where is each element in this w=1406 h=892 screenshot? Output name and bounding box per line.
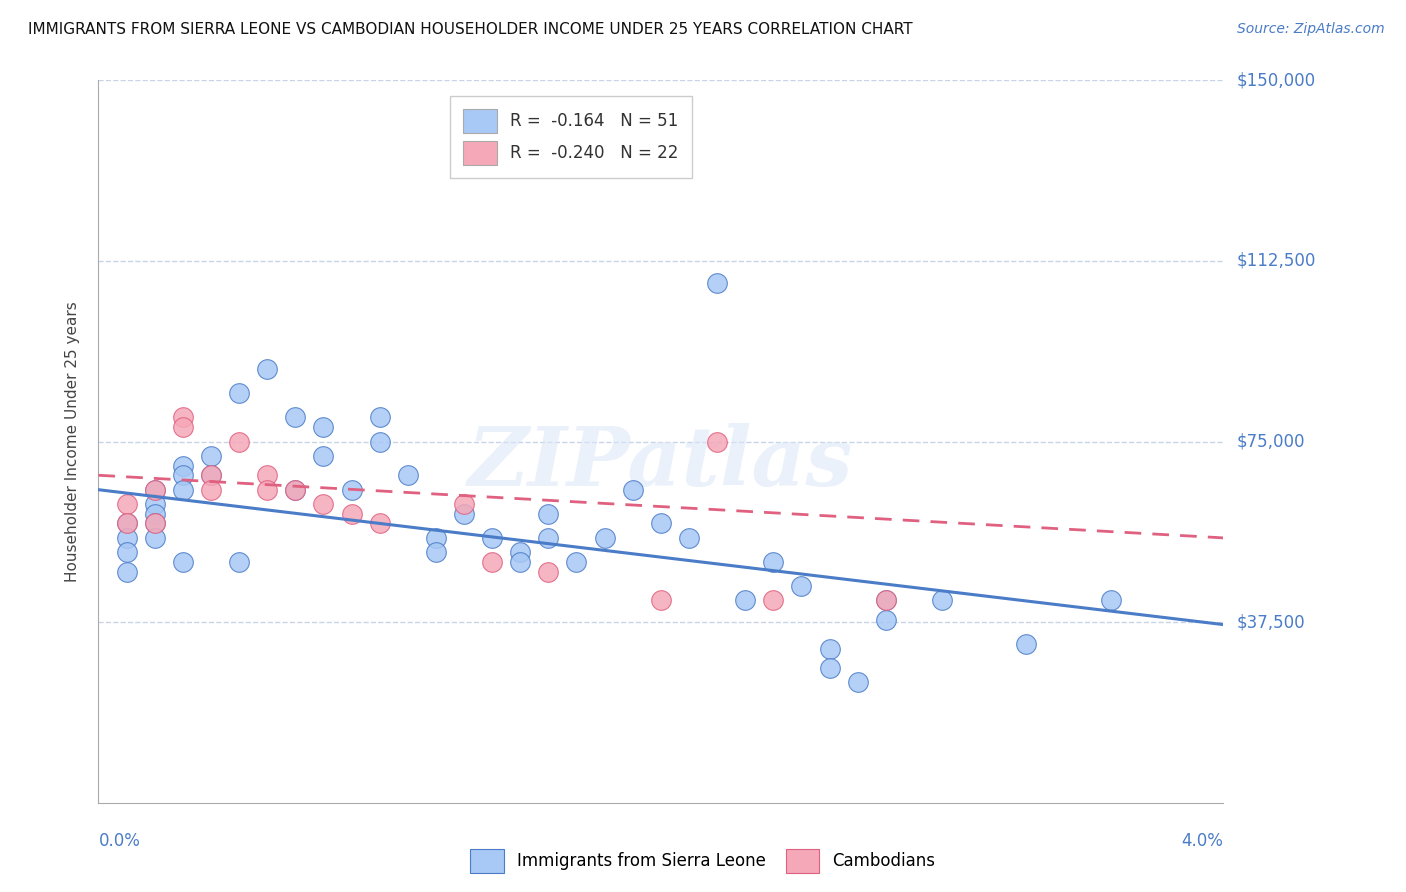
Point xyxy=(453,507,475,521)
Point xyxy=(593,531,616,545)
Point xyxy=(115,516,138,531)
Point xyxy=(115,545,138,559)
Point xyxy=(650,593,672,607)
Legend: Immigrants from Sierra Leone, Cambodians: Immigrants from Sierra Leone, Cambodians xyxy=(464,842,942,880)
Point xyxy=(172,420,194,434)
Point xyxy=(453,497,475,511)
Point xyxy=(115,565,138,579)
Point xyxy=(143,516,166,531)
Point xyxy=(143,483,166,497)
Point xyxy=(481,531,503,545)
Point xyxy=(368,434,391,449)
Point xyxy=(790,579,813,593)
Point xyxy=(425,545,447,559)
Text: $150,000: $150,000 xyxy=(1237,71,1316,89)
Point xyxy=(228,386,250,401)
Point xyxy=(312,497,335,511)
Point xyxy=(537,565,560,579)
Point xyxy=(172,555,194,569)
Point xyxy=(537,531,560,545)
Text: IMMIGRANTS FROM SIERRA LEONE VS CAMBODIAN HOUSEHOLDER INCOME UNDER 25 YEARS CORR: IMMIGRANTS FROM SIERRA LEONE VS CAMBODIA… xyxy=(28,22,912,37)
Point xyxy=(143,497,166,511)
Point xyxy=(509,545,531,559)
Point xyxy=(143,531,166,545)
Point xyxy=(284,483,307,497)
Point xyxy=(818,661,841,675)
Point xyxy=(172,458,194,473)
Point xyxy=(312,449,335,463)
Point xyxy=(115,497,138,511)
Text: $75,000: $75,000 xyxy=(1237,433,1306,450)
Point xyxy=(875,613,897,627)
Point xyxy=(425,531,447,545)
Point xyxy=(143,507,166,521)
Point xyxy=(481,555,503,569)
Point xyxy=(200,483,222,497)
Text: $112,500: $112,500 xyxy=(1237,252,1316,270)
Text: 4.0%: 4.0% xyxy=(1181,831,1223,850)
Point xyxy=(172,410,194,425)
Point xyxy=(396,468,419,483)
Y-axis label: Householder Income Under 25 years: Householder Income Under 25 years xyxy=(65,301,80,582)
Point xyxy=(762,593,785,607)
Point xyxy=(228,555,250,569)
Point xyxy=(143,483,166,497)
Point xyxy=(172,468,194,483)
Point xyxy=(846,675,869,690)
Text: Source: ZipAtlas.com: Source: ZipAtlas.com xyxy=(1237,22,1385,37)
Point xyxy=(537,507,560,521)
Point xyxy=(200,449,222,463)
Point xyxy=(734,593,756,607)
Point xyxy=(368,410,391,425)
Point xyxy=(762,555,785,569)
Point xyxy=(509,555,531,569)
Point xyxy=(284,483,307,497)
Point xyxy=(340,483,363,497)
Point xyxy=(706,276,728,290)
Point xyxy=(650,516,672,531)
Point xyxy=(875,593,897,607)
Point xyxy=(256,362,278,376)
Point xyxy=(228,434,250,449)
Point xyxy=(706,434,728,449)
Point xyxy=(200,468,222,483)
Point xyxy=(875,593,897,607)
Legend: R =  -0.164   N = 51, R =  -0.240   N = 22: R = -0.164 N = 51, R = -0.240 N = 22 xyxy=(450,95,692,178)
Point xyxy=(143,516,166,531)
Point xyxy=(1015,637,1038,651)
Point xyxy=(931,593,953,607)
Point xyxy=(565,555,588,569)
Point xyxy=(172,483,194,497)
Point xyxy=(256,468,278,483)
Point xyxy=(621,483,644,497)
Point xyxy=(1099,593,1122,607)
Point xyxy=(368,516,391,531)
Point xyxy=(115,531,138,545)
Point xyxy=(818,641,841,656)
Point xyxy=(115,516,138,531)
Point xyxy=(200,468,222,483)
Point xyxy=(312,420,335,434)
Point xyxy=(340,507,363,521)
Text: ZIPatlas: ZIPatlas xyxy=(468,423,853,503)
Text: $37,500: $37,500 xyxy=(1237,613,1306,632)
Point xyxy=(284,410,307,425)
Point xyxy=(678,531,700,545)
Text: 0.0%: 0.0% xyxy=(98,831,141,850)
Point xyxy=(256,483,278,497)
